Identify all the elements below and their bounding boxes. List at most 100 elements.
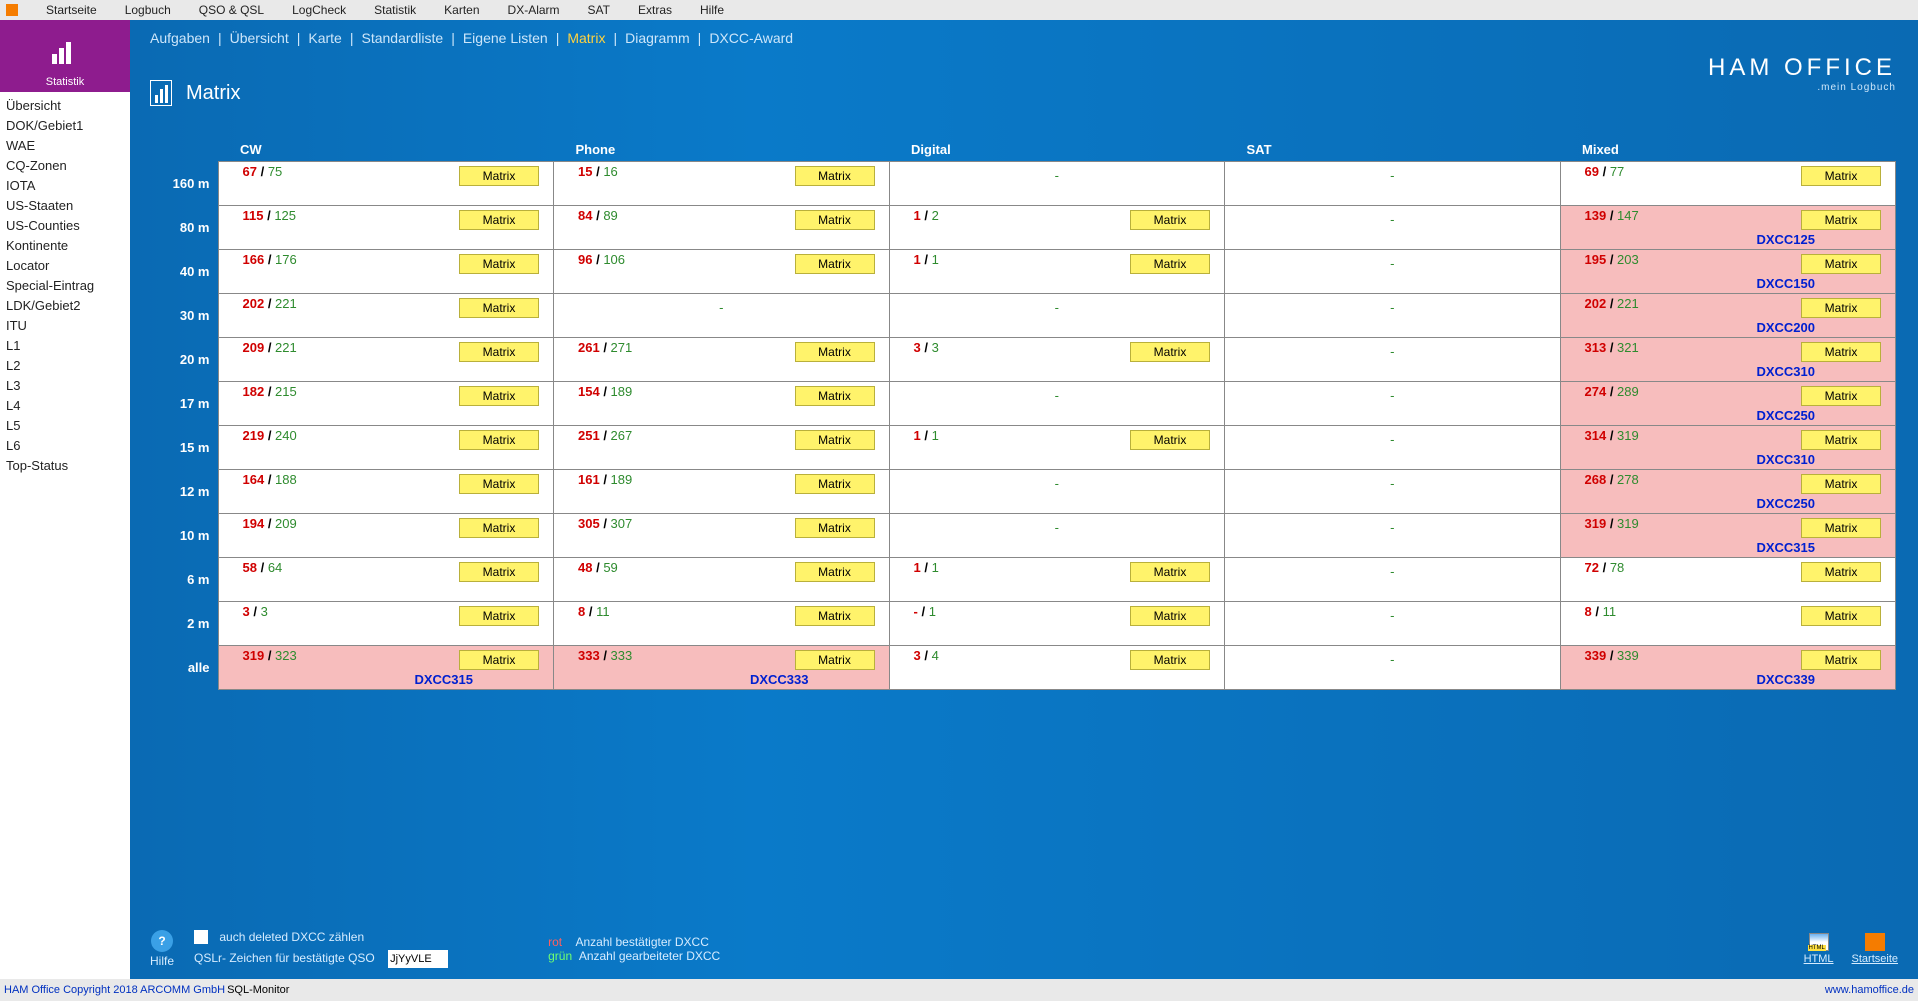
menu-item[interactable]: Statistik — [374, 3, 416, 17]
matrix-button[interactable]: Matrix — [459, 342, 539, 362]
sub-tab[interactable]: Eigene Listen — [463, 30, 548, 46]
menu-item[interactable]: Logbuch — [125, 3, 171, 17]
matrix-button[interactable]: Matrix — [1801, 430, 1881, 450]
matrix-button[interactable]: Matrix — [1801, 650, 1881, 670]
matrix-button[interactable]: Matrix — [1130, 254, 1210, 274]
matrix-button[interactable]: Matrix — [1130, 562, 1210, 582]
matrix-cell: - — [1225, 250, 1561, 294]
home-icon[interactable] — [6, 4, 18, 16]
matrix-button[interactable]: Matrix — [459, 650, 539, 670]
sidebar-item[interactable]: ITU — [6, 316, 124, 336]
menu-item[interactable]: DX-Alarm — [508, 3, 560, 17]
matrix-button[interactable]: Matrix — [1130, 430, 1210, 450]
sidebar-item[interactable]: US-Staaten — [6, 196, 124, 216]
matrix-button[interactable]: Matrix — [459, 386, 539, 406]
sub-tab[interactable]: DXCC-Award — [709, 30, 793, 46]
startseite-button[interactable]: Startseite — [1852, 933, 1898, 965]
legend-gruen-text: Anzahl gearbeiteter DXCC — [579, 949, 720, 963]
matrix-button[interactable]: Matrix — [795, 650, 875, 670]
sidebar-item[interactable]: CQ-Zonen — [6, 156, 124, 176]
matrix-button[interactable]: Matrix — [795, 518, 875, 538]
website-link[interactable]: www.hamoffice.de — [1825, 984, 1914, 996]
qslr-input[interactable] — [388, 950, 448, 968]
deleted-dxcc-checkbox[interactable] — [194, 930, 208, 944]
sidebar-item[interactable]: Locator — [6, 256, 124, 276]
sub-tab[interactable]: Karte — [308, 30, 341, 46]
deleted-dxcc-label: auch deleted DXCC zählen — [219, 930, 364, 944]
matrix-button[interactable]: Matrix — [1130, 650, 1210, 670]
help-button[interactable]: ? Hilfe — [150, 930, 174, 968]
menu-item[interactable]: Karten — [444, 3, 479, 17]
matrix-button[interactable]: Matrix — [795, 342, 875, 362]
matrix-button[interactable]: Matrix — [1801, 166, 1881, 186]
sidebar-item[interactable]: WAE — [6, 136, 124, 156]
sidebar-item[interactable]: Special-Eintrag — [6, 276, 124, 296]
matrix-button[interactable]: Matrix — [459, 474, 539, 494]
sidebar-item[interactable]: L4 — [6, 396, 124, 416]
matrix-button[interactable]: Matrix — [1801, 254, 1881, 274]
matrix-button[interactable]: Matrix — [795, 254, 875, 274]
sidebar-item[interactable]: L6 — [6, 436, 124, 456]
matrix-button[interactable]: Matrix — [459, 254, 539, 274]
matrix-button[interactable]: Matrix — [1130, 606, 1210, 626]
sub-tab[interactable]: Matrix — [567, 30, 605, 46]
matrix-button[interactable]: Matrix — [459, 430, 539, 450]
sidebar-item[interactable]: DOK/Gebiet1 — [6, 116, 124, 136]
matrix-cell: 58 / 64Matrix — [218, 558, 554, 602]
sidebar-item[interactable]: L5 — [6, 416, 124, 436]
matrix-button[interactable]: Matrix — [1801, 474, 1881, 494]
menu-item[interactable]: Hilfe — [700, 3, 724, 17]
matrix-button[interactable]: Matrix — [795, 386, 875, 406]
menu-item[interactable]: SAT — [588, 3, 610, 17]
sidebar-item[interactable]: L1 — [6, 336, 124, 356]
matrix-button[interactable]: Matrix — [1801, 386, 1881, 406]
menu-item[interactable]: QSO & QSL — [199, 3, 264, 17]
matrix-button[interactable]: Matrix — [459, 562, 539, 582]
matrix-cell: 3 / 4Matrix — [889, 646, 1225, 690]
matrix-button[interactable]: Matrix — [459, 166, 539, 186]
sidebar-item[interactable]: LDK/Gebiet2 — [6, 296, 124, 316]
matrix-button[interactable]: Matrix — [459, 210, 539, 230]
matrix-cell: 166 / 176Matrix — [218, 250, 554, 294]
sub-tab[interactable]: Übersicht — [230, 30, 289, 46]
matrix-button[interactable]: Matrix — [1801, 298, 1881, 318]
band-label: 20 m — [150, 338, 218, 382]
sub-tab[interactable]: Diagramm — [625, 30, 690, 46]
sql-monitor[interactable]: SQL-Monitor — [227, 984, 289, 996]
matrix-cell: 274 / 289MatrixDXCC250 — [1560, 382, 1896, 426]
menu-item[interactable]: Extras — [638, 3, 672, 17]
matrix-button[interactable]: Matrix — [459, 518, 539, 538]
menu-item[interactable]: Startseite — [46, 3, 97, 17]
matrix-button[interactable]: Matrix — [1130, 342, 1210, 362]
matrix-button[interactable]: Matrix — [459, 606, 539, 626]
matrix-cell: - — [554, 294, 890, 338]
matrix-button[interactable]: Matrix — [795, 606, 875, 626]
sidebar-nav: ÜbersichtDOK/Gebiet1WAECQ-ZonenIOTAUS-St… — [0, 92, 130, 480]
matrix-button[interactable]: Matrix — [1801, 518, 1881, 538]
sidebar-item[interactable]: L2 — [6, 356, 124, 376]
matrix-button[interactable]: Matrix — [1130, 210, 1210, 230]
matrix-button[interactable]: Matrix — [1801, 606, 1881, 626]
sub-tab[interactable]: Aufgaben — [150, 30, 210, 46]
matrix-button[interactable]: Matrix — [795, 430, 875, 450]
sidebar-item[interactable]: IOTA — [6, 176, 124, 196]
matrix-button[interactable]: Matrix — [795, 166, 875, 186]
sidebar-item[interactable]: L3 — [6, 376, 124, 396]
matrix-button[interactable]: Matrix — [1801, 342, 1881, 362]
matrix-button[interactable]: Matrix — [1801, 210, 1881, 230]
sidebar-item[interactable]: Kontinente — [6, 236, 124, 256]
empty-indicator: - — [719, 300, 723, 315]
sidebar-item[interactable]: US-Counties — [6, 216, 124, 236]
matrix-button[interactable]: Matrix — [795, 474, 875, 494]
matrix-button[interactable]: Matrix — [1801, 562, 1881, 582]
matrix-button[interactable]: Matrix — [459, 298, 539, 318]
cell-counts: 8 / 11 — [1585, 604, 1617, 619]
menu-item[interactable]: LogCheck — [292, 3, 346, 17]
matrix-button[interactable]: Matrix — [795, 562, 875, 582]
sub-tab[interactable]: Standardliste — [361, 30, 443, 46]
sidebar-item[interactable]: Übersicht — [6, 96, 124, 116]
matrix-button[interactable]: Matrix — [795, 210, 875, 230]
sidebar-item[interactable]: Top-Status — [6, 456, 124, 476]
cell-counts: 139 / 147 — [1585, 208, 1639, 223]
html-export-button[interactable]: HTML — [1804, 933, 1834, 965]
